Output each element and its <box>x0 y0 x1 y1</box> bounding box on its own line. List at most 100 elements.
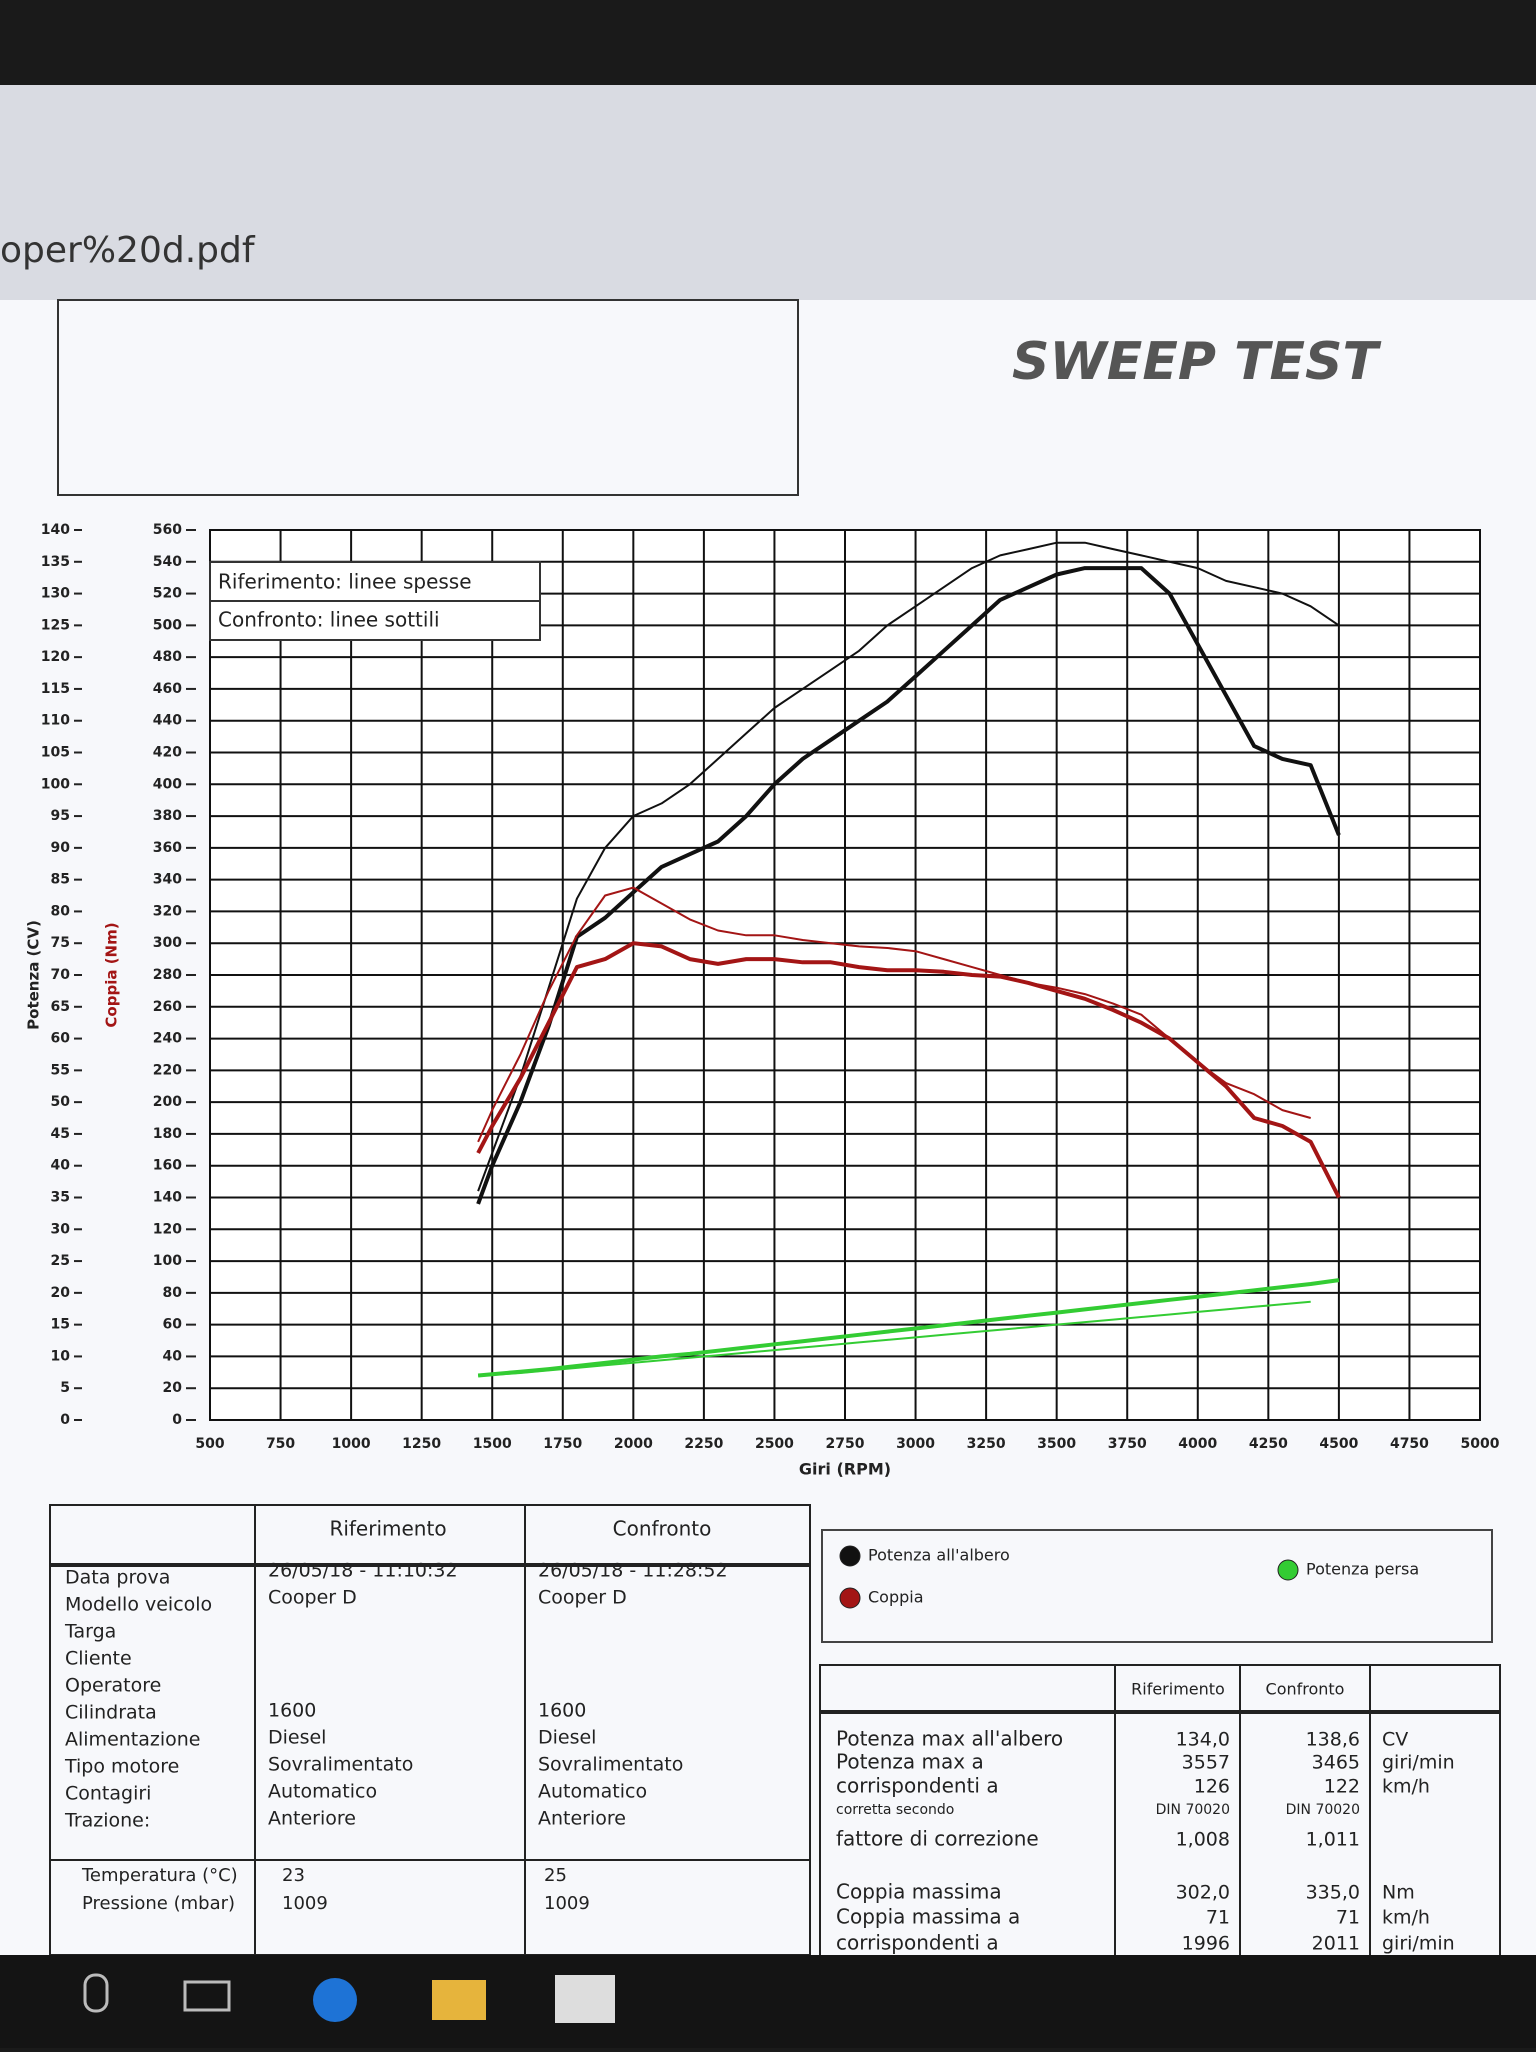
x-tick-label: 4000 <box>1178 1436 1217 1452</box>
row-value: 1009 <box>544 1893 590 1914</box>
y2-tick-label: 120 <box>153 1221 182 1237</box>
app-icon[interactable] <box>555 1975 615 2023</box>
row-value: DIN 70020 <box>1156 1802 1230 1818</box>
row-label: Alimentazione <box>65 1729 201 1751</box>
x-tick-label: 2250 <box>684 1436 723 1452</box>
mic-icon[interactable] <box>83 1973 109 2013</box>
y-tick-label: 70 <box>51 967 71 983</box>
row-value: 1,008 <box>1176 1829 1230 1851</box>
row-value: Automatico <box>268 1781 377 1803</box>
y2-tick-label: 180 <box>153 1126 182 1142</box>
y2-tick-label: 480 <box>153 649 182 665</box>
row-label: Targa <box>64 1621 116 1643</box>
row-unit: giri/min <box>1382 1752 1455 1774</box>
y-tick-label: 25 <box>51 1253 70 1269</box>
row-label: Contagiri <box>65 1783 151 1805</box>
x-axis-label: Giri (RPM) <box>799 1460 891 1479</box>
x-tick-label: 4500 <box>1319 1436 1358 1452</box>
y2-tick-label: 440 <box>153 713 182 729</box>
row-value: 26/05/18 - 11:10:32 <box>268 1560 458 1582</box>
x-tick-label: 3750 <box>1108 1436 1147 1452</box>
y2-tick-label: 540 <box>153 554 182 570</box>
row-value: 1996 <box>1182 1933 1230 1955</box>
y-tick-label: 135 <box>41 554 70 570</box>
x-tick-label: 1250 <box>402 1436 441 1452</box>
row-value: Anteriore <box>538 1808 626 1830</box>
row-value: 26/05/18 - 11:28:52 <box>538 1560 728 1582</box>
table-header: Riferimento <box>1131 1680 1225 1699</box>
row-unit: giri/min <box>1382 1933 1455 1955</box>
y2-tick-label: 360 <box>153 840 182 856</box>
x-tick-label: 3250 <box>967 1436 1006 1452</box>
y2-tick-label: 220 <box>153 1062 182 1078</box>
y2-tick-label: 20 <box>163 1380 183 1396</box>
row-label: Coppia massima <box>836 1880 1002 1904</box>
task-view-icon[interactable] <box>183 1980 231 2012</box>
row-value: Automatico <box>538 1781 647 1803</box>
edge-icon[interactable] <box>313 1978 357 2022</box>
y2-tick-label: 140 <box>153 1190 182 1206</box>
filename: oper%20d.pdf <box>0 230 256 271</box>
y-tick-label: 5 <box>60 1380 70 1396</box>
y-tick-label: 35 <box>51 1190 70 1206</box>
row-value: DIN 70020 <box>1286 1802 1360 1818</box>
row-value: 2011 <box>1312 1933 1360 1955</box>
logo-box <box>57 299 799 496</box>
row-value: 126 <box>1194 1776 1230 1798</box>
row-value: 1600 <box>538 1700 586 1722</box>
y2-tick-label: 320 <box>153 903 182 919</box>
legend-swatch <box>839 1587 861 1609</box>
row-value: 71 <box>1336 1907 1360 1929</box>
row-label: corretta secondo <box>836 1802 954 1818</box>
y2-tick-label: 420 <box>153 745 182 761</box>
y2-tick-label: 340 <box>153 872 182 888</box>
x-tick-label: 2500 <box>755 1436 794 1452</box>
y-tick-label: 15 <box>51 1317 70 1333</box>
y-tick-label: 105 <box>41 745 70 761</box>
row-value: 134,0 <box>1176 1729 1230 1751</box>
y2-tick-label: 400 <box>153 776 182 792</box>
x-tick-label: 5000 <box>1461 1436 1500 1452</box>
row-value: Cooper D <box>268 1587 357 1609</box>
row-value: 3465 <box>1312 1752 1360 1774</box>
row-label: Trazione: <box>64 1810 150 1832</box>
row-label: fattore di correzione <box>836 1827 1039 1851</box>
row-unit: km/h <box>1382 1776 1430 1798</box>
row-label: Cliente <box>65 1648 132 1670</box>
row-label: Potenza max all'albero <box>836 1727 1063 1751</box>
table-header: Confronto <box>613 1517 712 1541</box>
row-value: 71 <box>1206 1907 1230 1929</box>
row-value: 1009 <box>282 1893 328 1914</box>
row-value: 25 <box>544 1865 567 1886</box>
x-tick-label: 3500 <box>1037 1436 1076 1452</box>
row-label: Potenza max a <box>836 1750 984 1774</box>
row-value: 335,0 <box>1306 1882 1360 1904</box>
x-tick-label: 4250 <box>1249 1436 1288 1452</box>
y2-tick-label: 100 <box>153 1253 182 1269</box>
y2-tick-label: 160 <box>153 1158 182 1174</box>
explorer-icon[interactable] <box>432 1980 486 2020</box>
y-tick-label: 130 <box>41 586 70 602</box>
legend-label: Potenza all'albero <box>868 1546 1010 1565</box>
row-value: Sovralimentato <box>268 1754 413 1776</box>
y-tick-label: 60 <box>51 1031 71 1047</box>
row-label: Modello veicolo <box>65 1594 212 1616</box>
line-style-note: Confronto: linee sottili <box>218 608 440 632</box>
y2-tick-label: 40 <box>163 1348 183 1364</box>
taskbar <box>0 1955 1536 2048</box>
y2-tick-label: 560 <box>153 522 182 538</box>
y-tick-label: 100 <box>41 776 70 792</box>
series-line <box>477 1278 1340 1378</box>
legend-swatch <box>1277 1559 1299 1581</box>
page-title: SWEEP TEST <box>1012 332 1382 392</box>
y2-tick-label: 460 <box>153 681 182 697</box>
series-line <box>476 566 1341 1205</box>
y2-tick-label: 520 <box>153 586 182 602</box>
x-tick-label: 4750 <box>1390 1436 1429 1452</box>
y-tick-label: 55 <box>51 1062 70 1078</box>
y2-tick-label: 260 <box>153 999 182 1015</box>
y-tick-label: 125 <box>41 617 70 633</box>
row-label: Tipo motore <box>64 1756 179 1778</box>
y-tick-label: 30 <box>51 1221 71 1237</box>
y-tick-label: 95 <box>51 808 70 824</box>
